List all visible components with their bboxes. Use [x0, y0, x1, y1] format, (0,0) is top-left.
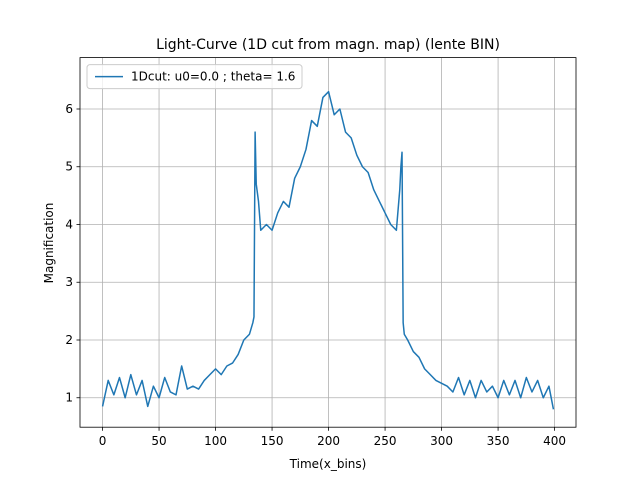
x-tick-label: 400: [543, 434, 566, 448]
plot-frame: [79, 57, 577, 428]
y-tick-label: 4: [65, 217, 73, 231]
x-tick-label: 300: [430, 434, 453, 448]
chart-title: Light-Curve (1D cut from magn. map) (len…: [156, 37, 500, 53]
y-tick-label: 2: [65, 333, 73, 347]
x-tick-label: 350: [487, 434, 510, 448]
x-axis-label: Time(x_bins): [289, 457, 367, 471]
x-tick-label: 100: [204, 434, 227, 448]
x-tick-label: 50: [151, 434, 166, 448]
legend-label: 1Dcut: u0=0.0 ; theta= 1.6: [131, 70, 295, 84]
y-tick-label: 5: [65, 160, 73, 174]
y-axis-label: Magnification: [42, 203, 56, 284]
data-line: [101, 90, 555, 410]
y-tick-label: 3: [65, 275, 73, 289]
y-tick-label: 1: [65, 391, 73, 405]
y-tick-label: 6: [65, 102, 73, 116]
x-tick-label: 0: [99, 434, 107, 448]
legend: 1Dcut: u0=0.0 ; theta= 1.6: [86, 64, 303, 90]
legend-box: [86, 64, 303, 90]
x-tick-label: 150: [261, 434, 284, 448]
x-tick-label: 200: [317, 434, 340, 448]
x-tick-label: 250: [374, 434, 397, 448]
